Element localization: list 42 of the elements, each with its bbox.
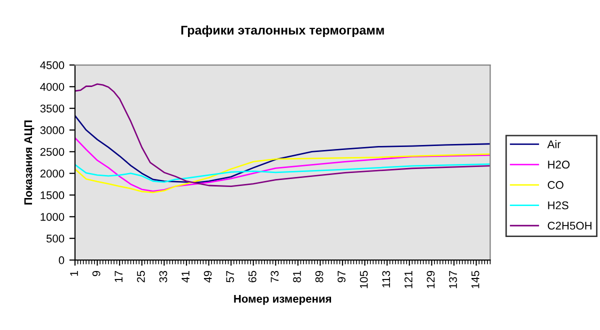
x-tick-label: 73 — [270, 270, 279, 282]
line-series — [75, 153, 490, 194]
y-tick-label: 500 — [46, 234, 64, 243]
x-tick-label: 89 — [315, 270, 324, 282]
legend-label: CO — [548, 181, 564, 189]
x-tick-label: 33 — [159, 270, 168, 282]
x-tick-label: 113 — [382, 270, 390, 288]
legend-label: C2H5OH — [548, 222, 592, 230]
legend-label: Air — [547, 140, 561, 148]
x-tick-label: 25 — [136, 270, 145, 282]
y-tick-label: 4000 — [40, 82, 64, 91]
x-tick-label: 57 — [226, 271, 234, 282]
x-tick-label: 17 — [114, 271, 122, 282]
y-tick-label: 1000 — [40, 212, 64, 221]
y-tick-label: 3500 — [40, 104, 64, 112]
y-tick-label: 4500 — [40, 61, 64, 70]
legend-label: H2O — [548, 160, 570, 169]
y-axis-title: Показания АЦП — [24, 120, 34, 204]
x-tick-label: 41 — [182, 271, 190, 283]
x-tick-label: 121 — [404, 270, 412, 288]
line-series — [75, 115, 490, 184]
legend-label: H2S — [548, 201, 568, 210]
x-axis-title: Номер измерения — [234, 294, 332, 305]
x-tick-label: 49 — [204, 270, 212, 283]
line-series — [75, 137, 490, 192]
x-tick-label: 105 — [360, 270, 368, 288]
y-tick-label: 1500 — [40, 191, 64, 200]
y-tick-label: 2000 — [40, 170, 64, 178]
x-tick-label: 129 — [426, 270, 435, 288]
y-tick-label: 3000 — [40, 126, 64, 134]
y-tick-label: 2500 — [40, 148, 64, 156]
x-tick-label: 81 — [293, 271, 301, 282]
line-series — [75, 83, 490, 188]
x-tick-label: 97 — [338, 271, 346, 282]
x-tick-label: 145 — [471, 270, 480, 288]
x-tick-label: 1 — [70, 271, 78, 276]
y-tick-label: 0 — [58, 256, 64, 264]
x-tick-label: 65 — [248, 270, 256, 282]
chart-title: Графики эталонных термограмм — [181, 25, 384, 38]
line-series — [75, 163, 490, 183]
x-tick-label: 9 — [92, 270, 100, 276]
x-tick-label: 137 — [449, 271, 457, 288]
